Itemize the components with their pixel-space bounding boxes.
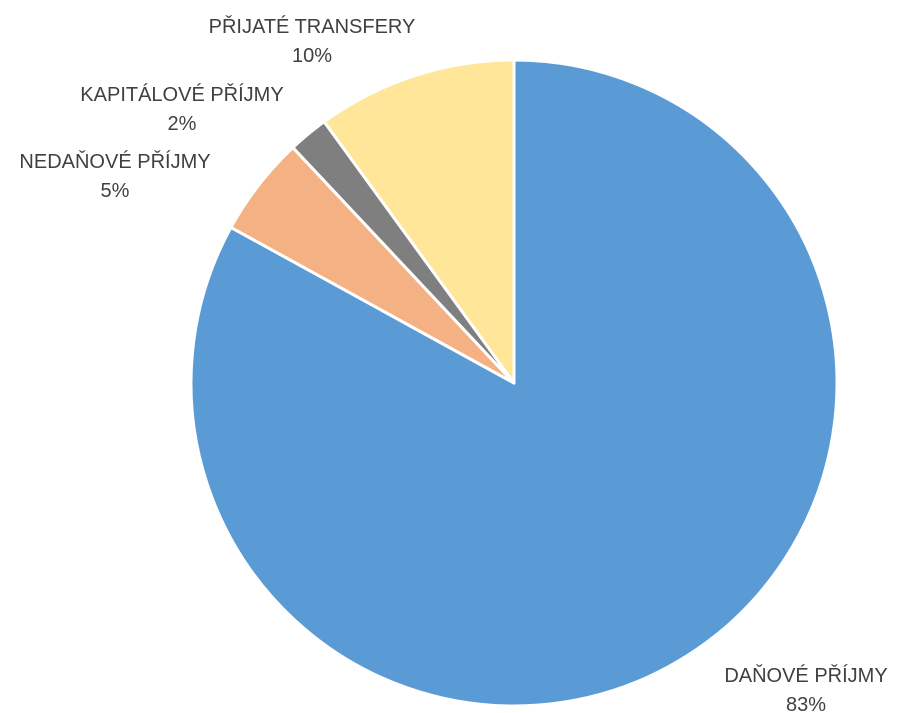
- pie-slices: [189, 58, 839, 708]
- slice-label-prijate-transfery: PŘIJATÉ TRANSFERY: [209, 15, 416, 38]
- slice-percent-nedanove-prijmy: 5%: [101, 180, 130, 202]
- slice-percent-kapitalove-prijmy: 2%: [168, 113, 197, 135]
- pie-slice-3: [322, 58, 516, 385]
- slice-label-kapitalove-prijmy: KAPITÁLOVÉ PŘÍJMY: [80, 83, 283, 106]
- slice-percent-danove-prijmy: 83%: [786, 694, 826, 713]
- slice-percent-prijate-transfery: 10%: [292, 45, 332, 67]
- pie-labels: DAŇOVÉ PŘÍJMY 83% NEDAŇOVÉ PŘÍJMY 5% KAP…: [19, 15, 887, 713]
- slice-label-nedanove-prijmy: NEDAŇOVÉ PŘÍJMY: [19, 150, 210, 173]
- slice-label-danove-prijmy: DAŇOVÉ PŘÍJMY: [724, 664, 887, 687]
